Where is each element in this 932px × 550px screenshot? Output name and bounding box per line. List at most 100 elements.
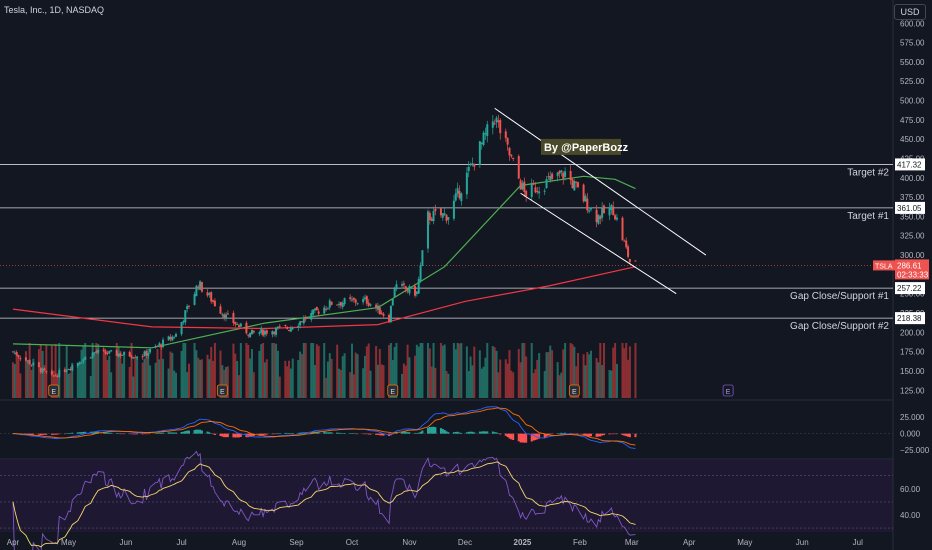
volume-bar [41, 351, 44, 398]
candle-body [378, 307, 381, 315]
macd-histogram-bar [599, 433, 602, 437]
volume-bar [441, 345, 444, 398]
macd-histogram-bar [45, 433, 48, 435]
macd-histogram-bar [375, 433, 378, 435]
macd-histogram-bar [149, 433, 152, 435]
macd-histogram-bar [43, 433, 46, 435]
macd-histogram-bar [460, 432, 463, 434]
volume-bar [91, 343, 94, 398]
candle-body [428, 212, 431, 220]
price-tick-label: 150.00 [900, 367, 925, 376]
macd-histogram-bar [95, 431, 98, 434]
volume-bar [349, 372, 352, 398]
macd-histogram-bar [80, 432, 83, 434]
macd-histogram-bar [458, 432, 461, 434]
macd-histogram-bar [265, 433, 268, 435]
candle-body [299, 321, 302, 326]
last-price-label: 286.61 [897, 261, 922, 270]
macd-tick-label: 25.000 [900, 413, 925, 422]
macd-histogram-bar [297, 432, 300, 434]
macd-histogram-bar [263, 433, 266, 435]
volume-bar [43, 365, 46, 398]
volume-bar [17, 356, 20, 398]
volume-bar [273, 343, 276, 398]
volume-bar [258, 350, 261, 398]
candle-body [130, 355, 133, 358]
macd-histogram-bar [284, 432, 287, 434]
grid-layer [0, 0, 894, 550]
candle-body [212, 300, 215, 302]
macd-histogram-bar [369, 433, 372, 435]
macd-histogram-bar [39, 433, 42, 435]
volume-bar [115, 343, 118, 398]
level-label: Target #2 [847, 167, 889, 178]
candle-body [467, 166, 470, 172]
macd-histogram-bar [421, 430, 424, 434]
macd-histogram-bar [452, 432, 455, 434]
candle-body [573, 181, 576, 191]
volume-bar [310, 343, 313, 398]
volume-bar [473, 346, 476, 398]
macd-histogram-bar [184, 431, 187, 434]
time-tick-label: Dec [458, 538, 472, 547]
macd-histogram-bar [363, 433, 366, 435]
candle-body [289, 327, 292, 332]
candle-body [465, 172, 468, 195]
rsi-line [12, 450, 636, 550]
volume-bar [480, 368, 483, 398]
volume-bar [297, 360, 300, 398]
volume-bar [354, 352, 357, 398]
macd-histogram-bar [575, 433, 578, 435]
volume-bar [123, 353, 126, 398]
countdown-label: 02:33:33 [897, 270, 929, 279]
volume-bar [93, 353, 96, 398]
rsi-tick-label: 40.00 [900, 511, 921, 520]
candle-body [354, 299, 357, 303]
volume-bar [284, 360, 287, 398]
macd-histogram-bar [512, 433, 515, 440]
earnings-marker-label: E [390, 389, 395, 396]
candle-body [323, 307, 326, 314]
price-tick-label: 475.00 [900, 116, 925, 125]
level-price-box [895, 312, 925, 325]
candle-body [341, 302, 344, 308]
volume-bar [119, 350, 122, 398]
macd-histogram-bar [323, 432, 326, 434]
macd-histogram-bar [169, 432, 172, 434]
macd-histogram-bar [530, 433, 533, 442]
candle-body [11, 351, 14, 353]
macd-histogram-bar [365, 433, 368, 435]
volume-bar [171, 352, 174, 398]
macd-histogram-bar [208, 432, 211, 434]
volume-bar [623, 348, 626, 398]
candle-body [97, 350, 100, 353]
volume-bar [317, 345, 320, 398]
price-tick-label: 250.00 [900, 290, 925, 299]
macd-histogram-bar [128, 433, 131, 435]
candle-body [200, 282, 203, 292]
macd-histogram-bar [286, 432, 289, 434]
candle-body [262, 329, 265, 336]
candle-body [441, 213, 444, 218]
macd-histogram-bar [430, 426, 433, 434]
macd-histogram-bar [584, 433, 587, 436]
volume-bar [615, 364, 618, 398]
time-tick-label: 2025 [514, 538, 532, 547]
volume-bar [162, 358, 165, 398]
macd-histogram-bar [549, 433, 552, 435]
candle-body [519, 180, 522, 190]
candle-body [414, 286, 417, 296]
volume-bar [275, 343, 278, 398]
macd-histogram-bar [562, 432, 565, 434]
currency-button[interactable]: USD [894, 4, 926, 20]
candle-body [391, 299, 394, 306]
volume-bar [237, 375, 240, 398]
macd-histogram-bar [226, 433, 229, 438]
volume-bar [247, 344, 250, 398]
macd-histogram-bar [401, 431, 404, 434]
candle-body [338, 303, 341, 306]
macd-histogram-bar [495, 432, 498, 434]
macd-histogram-bar [141, 433, 144, 435]
